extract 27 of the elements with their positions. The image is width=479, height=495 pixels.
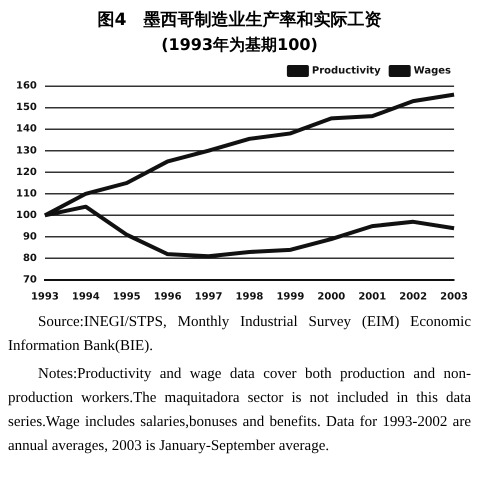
legend-label: Wages	[414, 66, 452, 77]
legend-label: Productivity	[312, 66, 382, 77]
x-tick-label: 1998	[236, 292, 264, 303]
x-tick-label: 2000	[317, 292, 346, 303]
y-tick-label: 160	[16, 80, 37, 92]
chart-title: 图4 墨西哥制造业生产率和实际工资	[96, 9, 382, 31]
x-tick-label: 2002	[399, 292, 428, 303]
y-tick-label: 100	[16, 210, 37, 221]
y-tick-label: 150	[16, 102, 37, 114]
source-note: Source:INEGI/STPS, Monthly Industrial Survey (EIM) Economic Information Bank(BIE).	[8, 313, 471, 356]
y-tick-label: 90	[22, 231, 37, 242]
y-tick-label: 120	[16, 166, 37, 178]
x-tick-label: 1999	[276, 292, 304, 303]
x-tick-label: 2003	[440, 292, 468, 303]
x-tick-label: 1996	[154, 292, 182, 303]
x-tick-label: 2001	[358, 292, 386, 303]
y-tick-label: 110	[16, 188, 37, 200]
y-tick-label: 80	[22, 253, 37, 264]
y-tick-label: 130	[16, 145, 37, 156]
chart-subtitle: (1993年为基期100)	[160, 35, 319, 56]
text: Notes:Productivity and wage data cover both production and non-production workers.The maquitadora sector is not included in this data series.Wage includes salaries,bonuses and benefits. Data for 1993-2002 are annual averages, 2003 is January-September average.	[8, 365, 471, 456]
x-tick-label: 1994	[72, 292, 100, 303]
y-tick-label: 70	[22, 274, 37, 286]
x-tick-label: 1993	[30, 292, 59, 303]
x-tick-label: 1997	[194, 292, 223, 303]
y-tick-label: 140	[16, 124, 37, 135]
x-tick-label: 1995	[112, 292, 141, 303]
